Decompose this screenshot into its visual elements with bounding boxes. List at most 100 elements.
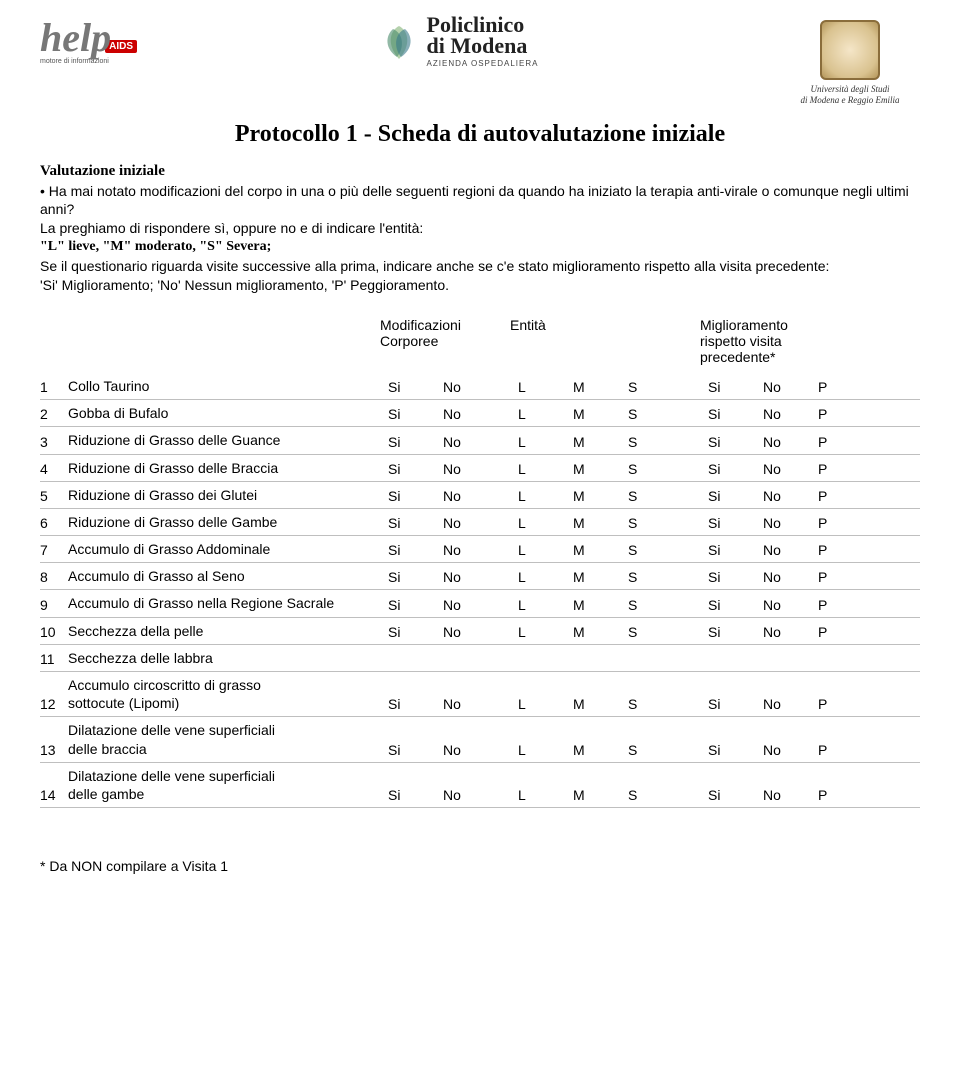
opt-no-2[interactable]: No xyxy=(763,742,818,758)
opt-si-2[interactable]: Si xyxy=(708,696,763,712)
opt-si-1[interactable]: Si xyxy=(388,379,443,395)
opt-l[interactable]: L xyxy=(518,488,573,504)
opt-no-2[interactable]: No xyxy=(763,434,818,450)
opt-p[interactable]: P xyxy=(818,542,858,558)
opt-p[interactable]: P xyxy=(818,434,858,450)
opt-si-2[interactable]: Si xyxy=(708,434,763,450)
opt-si-2[interactable]: Si xyxy=(708,515,763,531)
opt-l[interactable]: L xyxy=(518,406,573,422)
opt-m[interactable]: M xyxy=(573,488,628,504)
opt-si-2[interactable]: Si xyxy=(708,624,763,640)
opt-l[interactable]: L xyxy=(518,515,573,531)
opt-no-2[interactable]: No xyxy=(763,696,818,712)
opt-s[interactable]: S xyxy=(628,542,708,558)
opt-m[interactable]: M xyxy=(573,569,628,585)
opt-si-1[interactable]: Si xyxy=(388,406,443,422)
opt-s[interactable]: S xyxy=(628,434,708,450)
opt-no-1[interactable]: No xyxy=(443,597,518,613)
opt-no-2[interactable]: No xyxy=(763,515,818,531)
opt-no-1[interactable]: No xyxy=(443,696,518,712)
opt-l[interactable]: L xyxy=(518,597,573,613)
opt-no-1[interactable]: No xyxy=(443,461,518,477)
opt-si-2[interactable]: Si xyxy=(708,379,763,395)
opt-si-1[interactable]: Si xyxy=(388,742,443,758)
opt-m[interactable]: M xyxy=(573,787,628,803)
opt-m[interactable]: M xyxy=(573,742,628,758)
opt-p[interactable]: P xyxy=(818,742,858,758)
opt-m[interactable]: M xyxy=(573,542,628,558)
opt-no-2[interactable]: No xyxy=(763,787,818,803)
opt-p[interactable]: P xyxy=(818,569,858,585)
opt-s[interactable]: S xyxy=(628,696,708,712)
opt-si-1[interactable]: Si xyxy=(388,515,443,531)
opt-no-2[interactable]: No xyxy=(763,624,818,640)
opt-s[interactable]: S xyxy=(628,742,708,758)
opt-no-1[interactable]: No xyxy=(443,515,518,531)
opt-m[interactable]: M xyxy=(573,624,628,640)
opt-no-1[interactable]: No xyxy=(443,787,518,803)
opt-no-1[interactable]: No xyxy=(443,569,518,585)
opt-si-1[interactable]: Si xyxy=(388,787,443,803)
opt-no-1[interactable]: No xyxy=(443,488,518,504)
opt-no-2[interactable]: No xyxy=(763,461,818,477)
opt-si-2[interactable]: Si xyxy=(708,406,763,422)
opt-p[interactable]: P xyxy=(818,379,858,395)
opt-p[interactable]: P xyxy=(818,696,858,712)
opt-si-2[interactable]: Si xyxy=(708,461,763,477)
opt-si-2[interactable]: Si xyxy=(708,742,763,758)
opt-si-1[interactable]: Si xyxy=(388,696,443,712)
opt-no-1[interactable]: No xyxy=(443,434,518,450)
opt-no-1[interactable]: No xyxy=(443,542,518,558)
opt-si-1[interactable]: Si xyxy=(388,597,443,613)
opt-no-2[interactable]: No xyxy=(763,488,818,504)
opt-s[interactable]: S xyxy=(628,488,708,504)
opt-si-1[interactable]: Si xyxy=(388,624,443,640)
opt-no-2[interactable]: No xyxy=(763,542,818,558)
opt-l[interactable]: L xyxy=(518,434,573,450)
opt-si-2[interactable]: Si xyxy=(708,488,763,504)
opt-s[interactable]: S xyxy=(628,597,708,613)
opt-no-1[interactable]: No xyxy=(443,406,518,422)
opt-no-2[interactable]: No xyxy=(763,406,818,422)
opt-si-1[interactable]: Si xyxy=(388,434,443,450)
opt-s[interactable]: S xyxy=(628,624,708,640)
opt-no-2[interactable]: No xyxy=(763,569,818,585)
opt-m[interactable]: M xyxy=(573,515,628,531)
opt-p[interactable]: P xyxy=(818,515,858,531)
opt-l[interactable]: L xyxy=(518,569,573,585)
opt-si-1[interactable]: Si xyxy=(388,461,443,477)
opt-si-2[interactable]: Si xyxy=(708,597,763,613)
opt-s[interactable]: S xyxy=(628,406,708,422)
opt-l[interactable]: L xyxy=(518,787,573,803)
opt-p[interactable]: P xyxy=(818,624,858,640)
opt-l[interactable]: L xyxy=(518,624,573,640)
opt-no-2[interactable]: No xyxy=(763,379,818,395)
opt-si-1[interactable]: Si xyxy=(388,542,443,558)
opt-si-2[interactable]: Si xyxy=(708,542,763,558)
opt-s[interactable]: S xyxy=(628,569,708,585)
opt-p[interactable]: P xyxy=(818,787,858,803)
opt-si-2[interactable]: Si xyxy=(708,787,763,803)
opt-no-1[interactable]: No xyxy=(443,742,518,758)
opt-p[interactable]: P xyxy=(818,488,858,504)
opt-l[interactable]: L xyxy=(518,379,573,395)
opt-p[interactable]: P xyxy=(818,406,858,422)
opt-si-1[interactable]: Si xyxy=(388,488,443,504)
opt-s[interactable]: S xyxy=(628,515,708,531)
opt-no-2[interactable]: No xyxy=(763,597,818,613)
opt-si-2[interactable]: Si xyxy=(708,569,763,585)
opt-s[interactable]: S xyxy=(628,379,708,395)
opt-p[interactable]: P xyxy=(818,461,858,477)
opt-m[interactable]: M xyxy=(573,379,628,395)
opt-l[interactable]: L xyxy=(518,542,573,558)
opt-m[interactable]: M xyxy=(573,597,628,613)
opt-s[interactable]: S xyxy=(628,461,708,477)
opt-l[interactable]: L xyxy=(518,696,573,712)
opt-m[interactable]: M xyxy=(573,434,628,450)
opt-m[interactable]: M xyxy=(573,696,628,712)
opt-no-1[interactable]: No xyxy=(443,624,518,640)
opt-l[interactable]: L xyxy=(518,742,573,758)
opt-no-1[interactable]: No xyxy=(443,379,518,395)
opt-m[interactable]: M xyxy=(573,406,628,422)
opt-l[interactable]: L xyxy=(518,461,573,477)
